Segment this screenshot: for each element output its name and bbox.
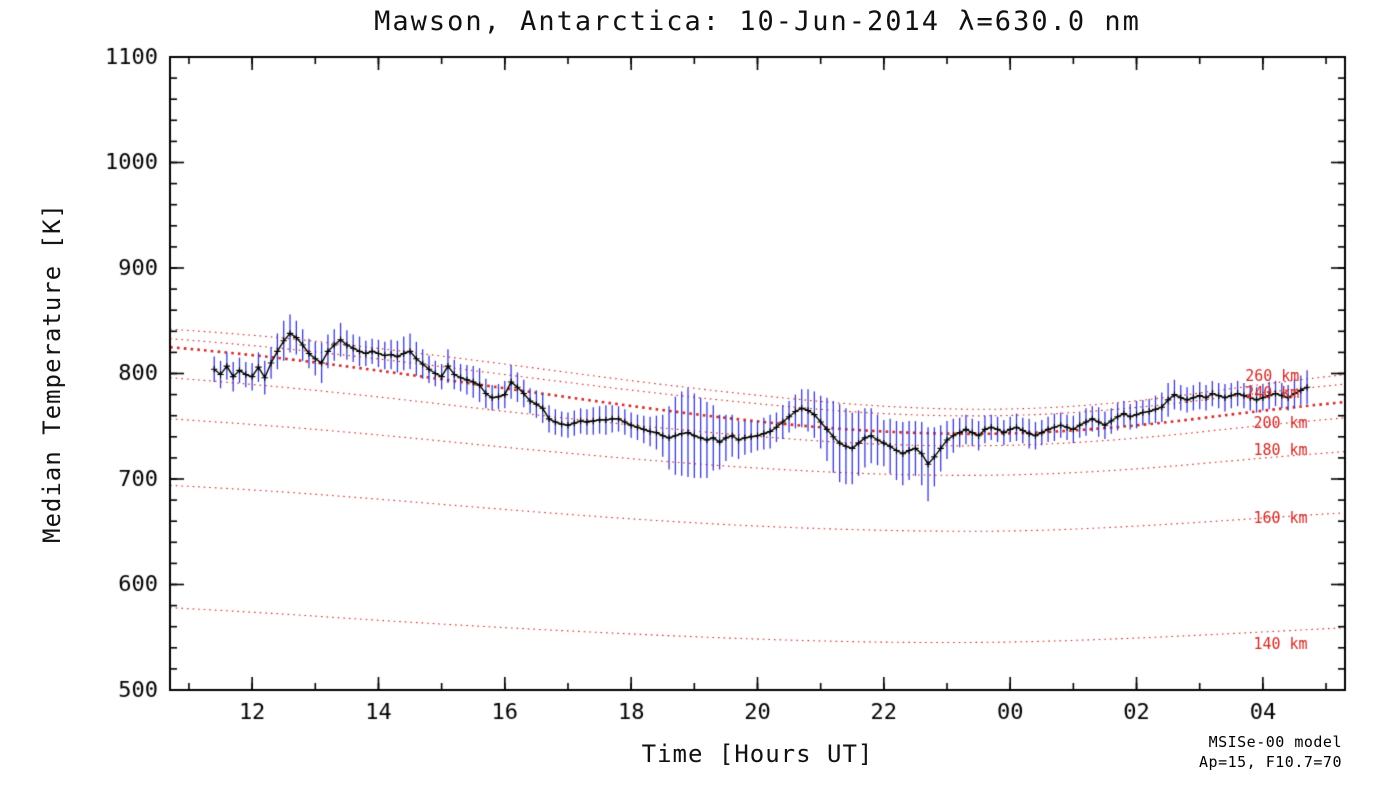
model-annotation-line2: Ap=15, F10.7=70	[1199, 752, 1342, 771]
y-axis-label: Median Temperature [K]	[38, 203, 66, 543]
chart-title: Mawson, Antarctica: 10-Jun-2014 λ=630.0 …	[374, 6, 1141, 37]
x-axis-label: Time [Hours UT]	[641, 740, 874, 768]
model-annotation: MSISe-00 model Ap=15, F10.7=70	[1199, 733, 1342, 772]
model-annotation-line1: MSISe-00 model	[1208, 733, 1342, 751]
